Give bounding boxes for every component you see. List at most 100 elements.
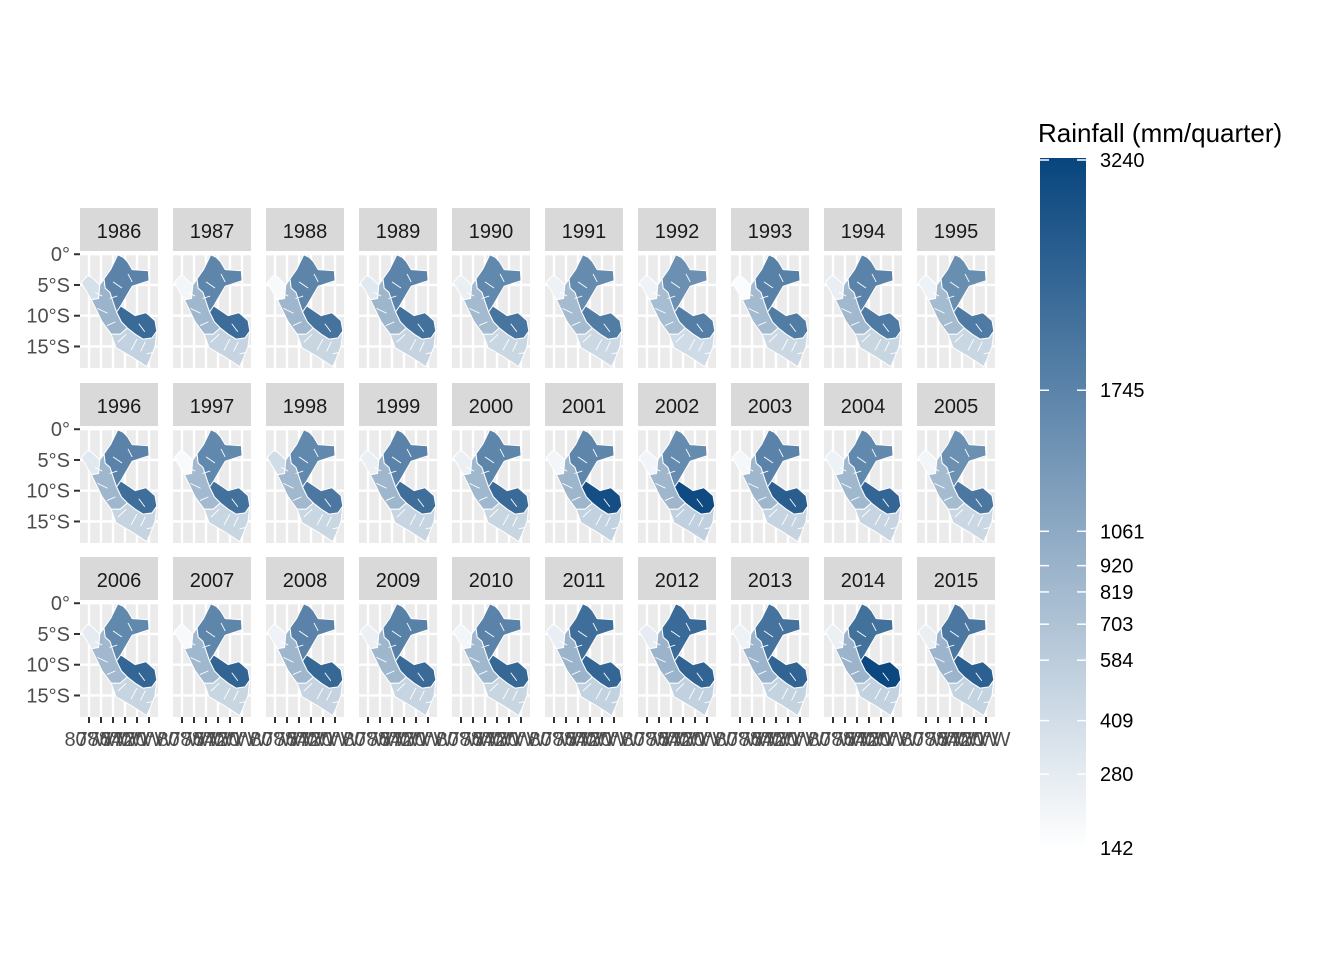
department-border <box>592 622 598 632</box>
x-axis-label: 74°W <box>100 729 149 751</box>
department-border <box>977 341 983 352</box>
department-border <box>884 341 890 352</box>
department-border <box>781 687 789 700</box>
facet-panel-2002: 2002 <box>638 383 716 543</box>
department-border <box>112 630 123 638</box>
department-border <box>603 323 611 332</box>
facet-panel-1991: 1991 <box>545 208 623 368</box>
department-border <box>109 470 118 474</box>
department-border <box>140 690 146 701</box>
department-border <box>469 307 480 314</box>
department-border <box>231 498 239 507</box>
department-border <box>582 508 592 518</box>
department-border <box>931 291 940 297</box>
facet-panel-2001: 2001 <box>545 383 623 543</box>
department-border <box>748 307 759 314</box>
region-north <box>196 429 243 488</box>
department-border <box>874 687 882 700</box>
y-axis-label: 5°S <box>38 624 70 646</box>
x-axis-label: 70°W <box>589 729 638 751</box>
facet-strip <box>638 557 716 600</box>
department-border <box>190 482 201 489</box>
y-axis-label: 5°S <box>38 275 70 297</box>
facet-strip <box>638 383 716 426</box>
department-border <box>670 630 681 638</box>
x-axis-label: 74°W <box>937 729 986 751</box>
department-border <box>127 273 133 283</box>
department-border <box>417 498 425 507</box>
facet-strip-label: 1997 <box>190 396 235 418</box>
region-north <box>661 429 708 488</box>
department-border <box>797 352 804 355</box>
department-border <box>202 470 211 474</box>
region-north <box>382 603 429 662</box>
legend-break-label: 409 <box>1100 711 1133 733</box>
department-border <box>391 456 402 464</box>
department-border <box>396 682 406 692</box>
region-south-east <box>209 654 251 689</box>
department-border <box>760 644 769 648</box>
department-border <box>146 352 153 355</box>
region-south-east <box>953 654 995 689</box>
department-border <box>202 295 211 299</box>
facet-strip-label: 2001 <box>562 396 607 418</box>
department-border <box>106 670 116 675</box>
department-border <box>146 527 153 530</box>
department-border <box>983 352 990 355</box>
department-border <box>571 670 581 675</box>
department-border <box>871 622 877 632</box>
facet-panel-2009: 2009 80°W78°W76°W74°W72°W70°W <box>343 557 453 751</box>
department-border <box>856 281 867 289</box>
department-border <box>688 687 696 700</box>
department-border <box>890 701 897 704</box>
department-border <box>559 291 568 297</box>
department-border <box>954 508 964 518</box>
facet-strip-label: 1990 <box>469 221 514 243</box>
department-border <box>316 338 324 351</box>
x-axis-label: 78°W <box>448 729 497 751</box>
legend-break-label: 703 <box>1100 614 1133 636</box>
department-border <box>280 291 289 297</box>
x-axis-label: 78°W <box>634 729 683 751</box>
department-border <box>223 513 231 526</box>
x-axis-label: 72°W <box>298 729 347 751</box>
department-border <box>757 496 767 501</box>
department-border <box>595 513 603 526</box>
facet-panel-1989: 1989 <box>359 208 437 368</box>
department-border <box>760 470 769 474</box>
department-border <box>664 321 674 326</box>
department-border <box>373 291 382 297</box>
facet-strip <box>359 208 437 251</box>
region-north <box>382 429 429 488</box>
department-border <box>652 640 661 646</box>
department-border <box>946 295 955 299</box>
facet-strip-label: 1988 <box>283 221 328 243</box>
region-north <box>661 254 708 313</box>
department-border <box>130 513 138 526</box>
facet-strip-label: 2005 <box>934 396 979 418</box>
x-axis-label: 74°W <box>751 729 800 751</box>
department-border <box>373 640 382 646</box>
y-axis-label: 5°S <box>38 450 70 472</box>
region-south-east <box>116 480 158 515</box>
department-border <box>763 630 774 638</box>
department-border <box>884 690 890 701</box>
department-border <box>871 273 877 283</box>
department-border <box>373 466 382 472</box>
department-border <box>949 456 960 464</box>
region-south-east <box>767 305 809 340</box>
facet-strip <box>731 208 809 251</box>
department-border <box>233 690 239 701</box>
department-border <box>298 281 309 289</box>
x-axis-label: 70°W <box>775 729 824 751</box>
region-south-east <box>860 480 902 515</box>
department-border <box>109 644 118 648</box>
facet-panel-2013: 2013 80°W78°W76°W74°W72°W70°W <box>715 557 825 751</box>
department-border <box>205 630 216 638</box>
department-border <box>502 687 510 700</box>
legend-title: Rainfall (mm/quarter) <box>1038 118 1282 148</box>
department-border <box>117 682 127 692</box>
department-border <box>199 321 209 326</box>
department-border <box>853 295 862 299</box>
department-border <box>376 307 387 314</box>
